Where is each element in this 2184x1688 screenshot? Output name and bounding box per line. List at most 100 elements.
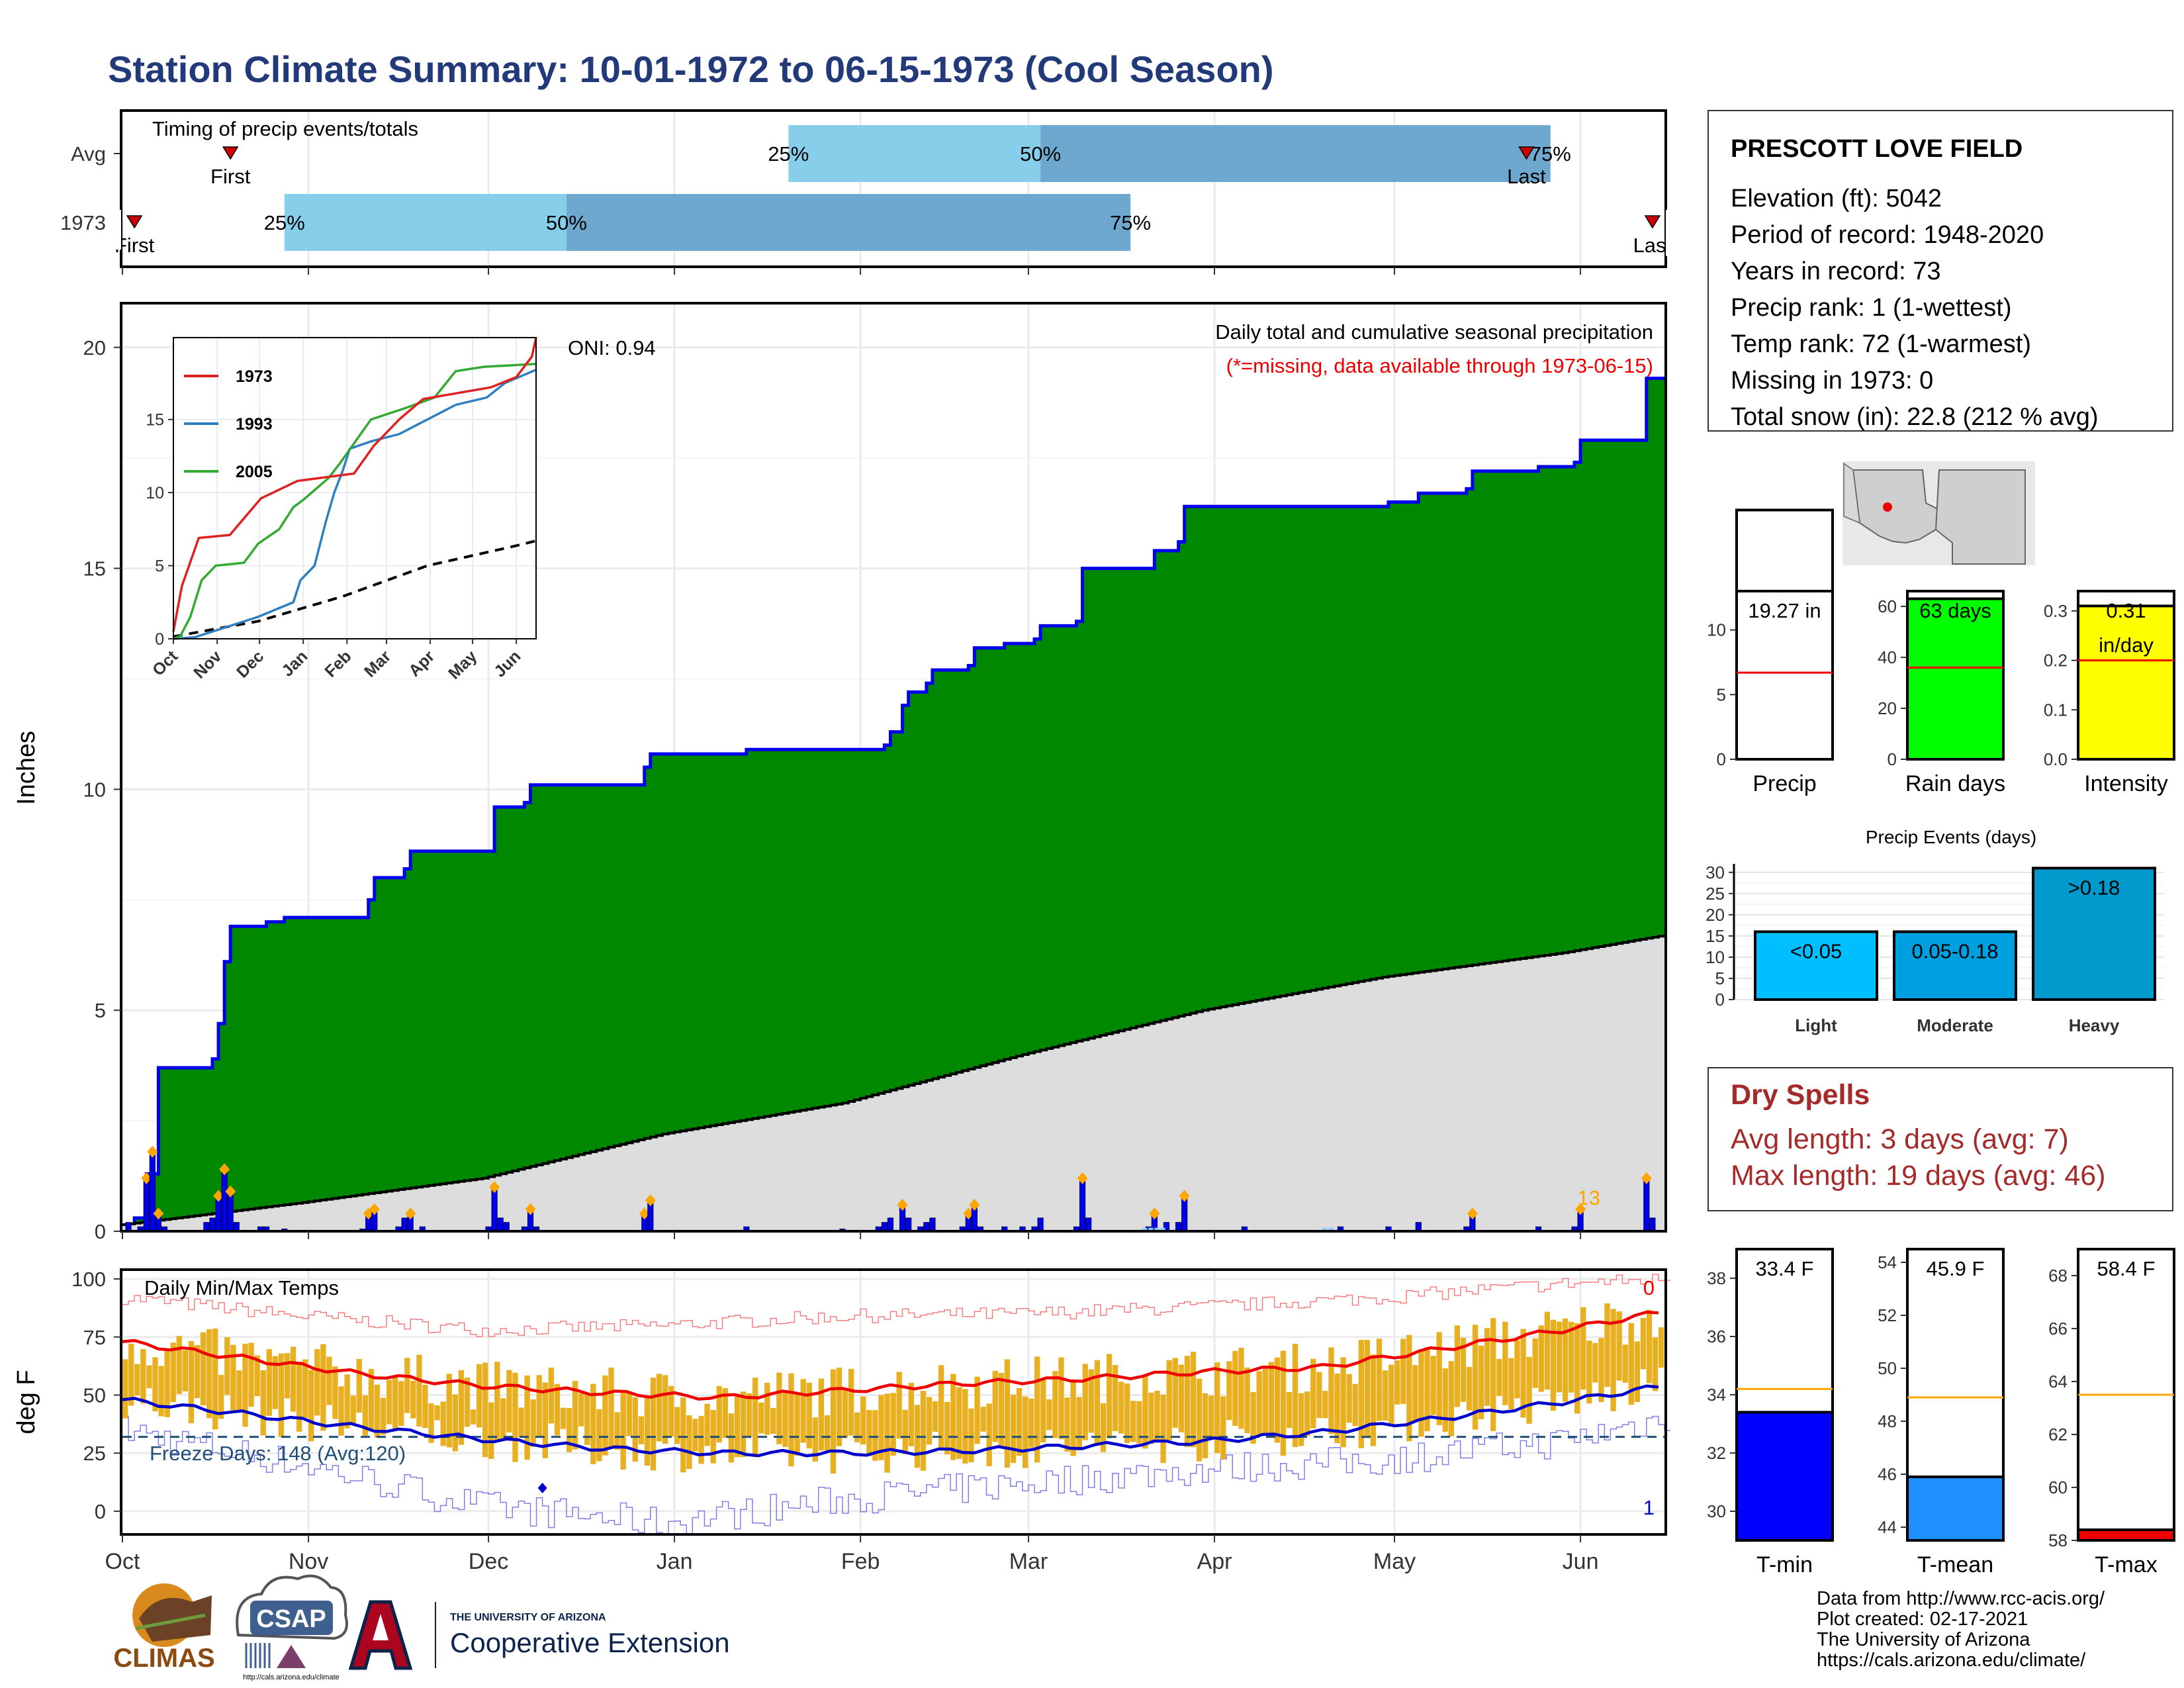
summary-bar-unit: in/day	[2099, 633, 2154, 657]
daily-temp-bar	[1592, 1342, 1598, 1383]
temp-summary-tick-label: 66	[2048, 1319, 2068, 1338]
daily-temp-bar	[1604, 1303, 1610, 1387]
timing-pct-label: 25%	[768, 142, 809, 165]
daily-temp-bar	[1556, 1321, 1563, 1393]
daily-temp-bar	[1520, 1329, 1526, 1418]
precip-y-tick-label: 15	[83, 557, 106, 581]
daily-temp-bar	[686, 1415, 692, 1470]
daily-temp-bar	[548, 1368, 555, 1424]
daily-temp-bar	[746, 1393, 752, 1438]
daily-temp-bar	[1376, 1338, 1383, 1421]
daily-temp-bar	[1298, 1393, 1304, 1446]
trace-precip-bar	[1328, 1227, 1334, 1231]
daily-temp-bar	[602, 1375, 608, 1456]
daily-temp-bar	[806, 1382, 812, 1449]
station-location-marker	[1883, 502, 1892, 512]
daily-temp-bar	[716, 1385, 722, 1443]
daily-temp-bar	[788, 1373, 794, 1467]
daily-temp-bar	[338, 1386, 344, 1436]
daily-temp-bar	[1172, 1358, 1178, 1428]
temp-panel-frame	[120, 1268, 1667, 1536]
daily-temp-bar	[920, 1391, 927, 1471]
daily-temp-bar	[1514, 1340, 1520, 1399]
daily-precip-bar	[503, 1222, 510, 1232]
daily-temp-bar	[1340, 1357, 1346, 1448]
daily-precip-bar	[1079, 1178, 1086, 1232]
events-y-tick-label: 30	[1706, 863, 1725, 882]
csap-logo-url: http://cals.arizona.edu/climate	[243, 1673, 340, 1681]
inset-legend-label: 2005	[236, 463, 273, 481]
station-info-line: Missing in 1973: 0	[1731, 367, 1933, 395]
temp-summary-tick-label: 54	[1878, 1252, 1897, 1272]
daily-temp-bar	[980, 1407, 986, 1432]
temp-summary-value: 45.9 F	[1927, 1257, 1985, 1280]
daily-temp-bar	[944, 1401, 950, 1455]
temp-summary-bar	[2077, 1528, 2175, 1542]
daily-temp-bar	[506, 1370, 512, 1432]
daily-temp-bar	[458, 1370, 465, 1445]
daily-temp-bar	[728, 1413, 735, 1463]
heavy-event-marker	[963, 1207, 974, 1220]
inset-legend-label: 1993	[236, 415, 273, 434]
daily-precip-bar	[233, 1222, 240, 1232]
heavy-event-marker	[153, 1207, 164, 1220]
daily-temp-bar	[878, 1395, 884, 1460]
daily-temp-bar	[314, 1349, 320, 1416]
summary-bar-tick-label: 0.0	[2044, 749, 2068, 769]
daily-temp-bar	[1208, 1395, 1214, 1438]
daily-temp-bar	[464, 1378, 471, 1427]
daily-temp-bar	[1310, 1358, 1316, 1429]
temp-summary-tick-label: 60	[2048, 1477, 2068, 1497]
daily-temp-bar	[152, 1357, 158, 1412]
daily-temp-bar	[1010, 1394, 1017, 1464]
daily-temp-bar	[1160, 1394, 1166, 1464]
temp-y-tick-label: 25	[83, 1442, 106, 1465]
daily-temp-bar	[578, 1393, 584, 1427]
station-name: PRESCOTT LOVE FIELD	[1731, 135, 2023, 163]
daily-temp-bar	[1268, 1362, 1274, 1436]
daily-precip-bar	[881, 1222, 887, 1232]
daily-temp-bar	[1346, 1374, 1352, 1423]
daily-temp-bar	[1166, 1360, 1172, 1440]
trace-precip-bar	[1142, 1227, 1148, 1231]
temp-summary-label: T-min	[1756, 1552, 1813, 1577]
temp-summary-tick-label: 52	[1878, 1305, 1897, 1325]
daily-temp-bar	[620, 1393, 626, 1470]
summary-bar-frame	[1735, 590, 1834, 761]
daily-temp-bar	[482, 1362, 488, 1458]
daily-temp-bar	[368, 1368, 375, 1432]
daily-temp-bar	[1406, 1335, 1412, 1442]
daily-temp-bar	[320, 1344, 326, 1431]
daily-temp-bar	[1238, 1347, 1244, 1429]
daily-temp-bar	[1640, 1317, 1647, 1370]
daily-temp-bar	[356, 1358, 362, 1413]
heavy-event-count: 13	[1578, 1186, 1600, 1209]
daily-temp-bar	[254, 1355, 260, 1397]
daily-temp-bar	[1136, 1401, 1142, 1444]
daily-temp-bar	[632, 1397, 638, 1462]
daily-temp-bar	[764, 1382, 770, 1435]
daily-temp-bar	[230, 1344, 236, 1411]
trace-precip-bar	[1322, 1227, 1328, 1231]
daily-temp-bar	[1244, 1367, 1250, 1434]
heavy-event-marker	[1179, 1190, 1190, 1202]
x-axis-tick-label: Oct	[105, 1549, 140, 1574]
daily-temp-bar	[614, 1412, 620, 1450]
daily-precip-bar	[1649, 1217, 1656, 1232]
summary-bar-label: Precip	[1752, 771, 1816, 796]
daily-temp-bar	[416, 1354, 422, 1427]
daily-temp-bar	[668, 1385, 674, 1437]
daily-temp-bar	[1088, 1369, 1094, 1433]
ua-logo-mark-inner	[373, 1614, 388, 1640]
daily-temp-bar	[626, 1391, 632, 1436]
last-event-marker	[1518, 146, 1535, 160]
daily-temp-bar	[1190, 1352, 1197, 1448]
summary-bar-tick-label: 20	[1878, 698, 1897, 718]
daily-temp-bar	[326, 1356, 332, 1405]
precip-y-tick-label: 0	[95, 1220, 106, 1243]
daily-temp-bar	[182, 1350, 189, 1391]
heavy-event-marker	[969, 1198, 980, 1211]
daily-temp-bar	[308, 1370, 314, 1442]
timing-pct-label: 25%	[264, 211, 305, 234]
